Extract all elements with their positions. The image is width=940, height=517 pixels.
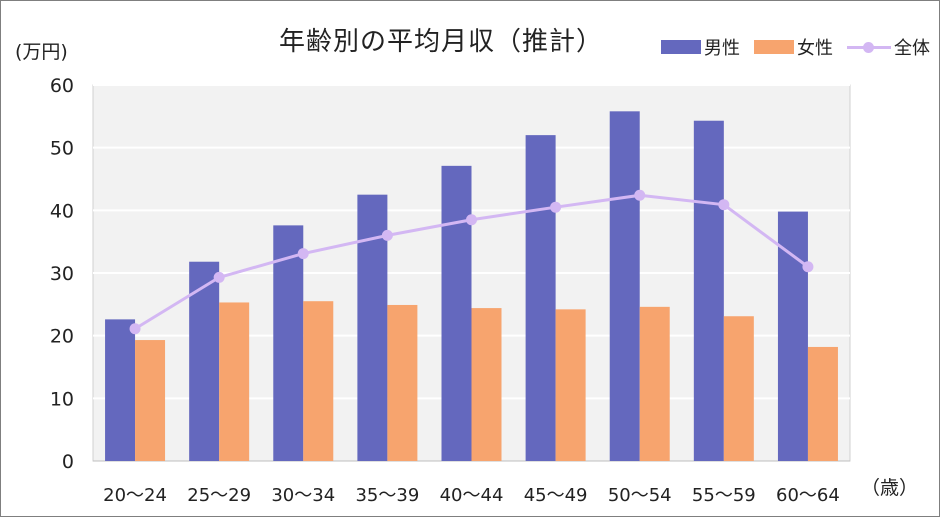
bar-female	[387, 304, 418, 461]
chart-title: 年齢別の平均月収（推計）	[278, 27, 603, 57]
legend-swatch-male	[661, 40, 701, 54]
x-tick-label: 55～59	[692, 485, 756, 506]
point-total	[802, 261, 814, 273]
x-tick-label: 60～64	[776, 485, 840, 506]
point-total	[718, 199, 730, 211]
legend-item-female: 女性	[754, 37, 833, 59]
point-total	[213, 271, 225, 283]
point-total	[381, 229, 393, 241]
bar-male	[441, 165, 472, 461]
y-tick-label: 0	[62, 451, 74, 473]
point-total	[550, 201, 562, 213]
y-tick-label: 60	[50, 75, 74, 97]
bar-male	[105, 319, 136, 461]
bar-male	[693, 120, 724, 461]
point-total	[634, 189, 646, 201]
y-tick-label: 40	[50, 200, 74, 222]
x-tick-label: 40～44	[440, 485, 504, 506]
bar-male	[525, 135, 556, 461]
legend-label-male: 男性	[704, 38, 740, 59]
bar-female	[303, 301, 334, 461]
y-tick-label: 20	[50, 326, 74, 348]
bar-female	[723, 316, 754, 461]
bar-male	[189, 261, 220, 461]
y-tick-label: 10	[50, 388, 74, 410]
bar-female	[135, 340, 166, 461]
legend-swatch-total	[847, 40, 891, 54]
bar-female	[471, 308, 502, 461]
x-axis-unit-label: （歳）	[861, 477, 919, 499]
point-total	[466, 214, 477, 226]
bar-female	[555, 309, 586, 461]
x-tick-label: 30～34	[271, 485, 335, 506]
x-tick-label: 35～39	[355, 485, 419, 506]
x-tick-label: 25～29	[187, 485, 251, 506]
bar-male	[777, 211, 808, 461]
bar-female	[807, 346, 838, 461]
x-tick-label: 45～49	[524, 485, 588, 506]
bar-male	[609, 111, 640, 461]
legend-item-male: 男性	[661, 37, 740, 59]
legend-swatch-female	[754, 40, 794, 54]
bar-female	[219, 302, 250, 461]
point-total	[129, 323, 141, 335]
legend-item-total: 全体	[847, 37, 930, 59]
point-total	[297, 248, 309, 260]
x-tick-label: 20～24	[103, 485, 167, 506]
x-tick-label: 50～54	[608, 485, 672, 506]
legend-label-female: 女性	[797, 38, 833, 59]
y-tick-label: 30	[50, 263, 74, 285]
legend-label-total: 全体	[894, 38, 930, 59]
bar-male	[273, 225, 304, 461]
y-tick-label: 50	[50, 138, 74, 160]
bar-female	[639, 306, 670, 461]
y-axis-unit-label: (万円)	[15, 41, 68, 63]
